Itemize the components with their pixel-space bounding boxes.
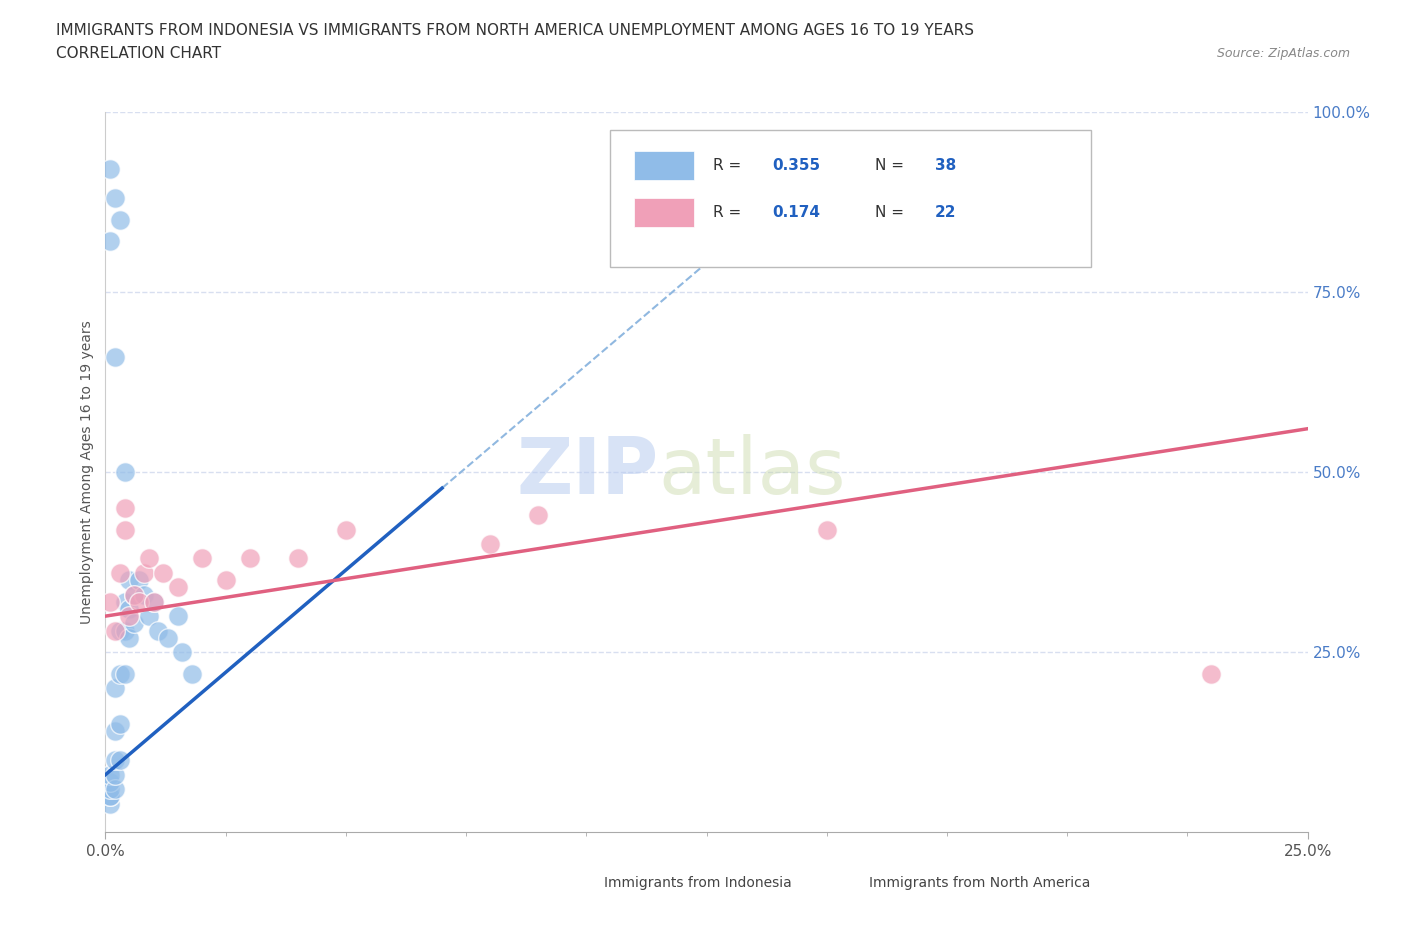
- Point: [98, 789, 121, 804]
- Point: [108, 667, 131, 682]
- Point: [118, 602, 141, 617]
- FancyBboxPatch shape: [610, 129, 1091, 267]
- Point: [181, 667, 204, 682]
- Point: [138, 609, 160, 624]
- Point: [114, 523, 136, 538]
- Point: [114, 465, 136, 480]
- Point: [132, 565, 155, 580]
- Point: [132, 587, 155, 602]
- Point: [104, 191, 127, 206]
- Point: [104, 681, 127, 696]
- Text: R =: R =: [713, 158, 745, 173]
- Point: [98, 789, 121, 804]
- Text: Immigrants from North America: Immigrants from North America: [869, 876, 1090, 890]
- Point: [190, 551, 212, 565]
- Point: [128, 594, 150, 609]
- Point: [124, 587, 146, 602]
- Text: 0.355: 0.355: [773, 158, 821, 173]
- Y-axis label: Unemployment Among Ages 16 to 19 years: Unemployment Among Ages 16 to 19 years: [80, 320, 94, 624]
- Point: [98, 781, 121, 796]
- Point: [124, 587, 146, 602]
- Text: ZIP: ZIP: [516, 434, 658, 510]
- Point: [214, 573, 236, 588]
- Bar: [634, 152, 695, 180]
- Point: [142, 594, 165, 609]
- Text: N =: N =: [875, 205, 908, 220]
- Text: R =: R =: [713, 205, 745, 220]
- Text: 38: 38: [935, 158, 956, 173]
- Point: [124, 616, 146, 631]
- Text: N =: N =: [875, 158, 908, 173]
- Point: [156, 631, 179, 645]
- Point: [152, 565, 174, 580]
- Point: [98, 234, 121, 249]
- Point: [166, 609, 188, 624]
- Point: [118, 631, 141, 645]
- Point: [114, 623, 136, 638]
- Point: [172, 644, 194, 659]
- Point: [239, 551, 262, 565]
- Point: [108, 753, 131, 768]
- Point: [98, 594, 121, 609]
- Point: [1201, 667, 1223, 682]
- Bar: [562, 872, 592, 897]
- Point: [128, 573, 150, 588]
- Point: [142, 594, 165, 609]
- Point: [138, 551, 160, 565]
- Point: [104, 767, 127, 782]
- Text: 0.174: 0.174: [773, 205, 821, 220]
- Point: [114, 667, 136, 682]
- Text: Immigrants from Indonesia: Immigrants from Indonesia: [605, 876, 792, 890]
- Point: [118, 609, 141, 624]
- Point: [104, 350, 127, 365]
- Point: [98, 767, 121, 782]
- Text: IMMIGRANTS FROM INDONESIA VS IMMIGRANTS FROM NORTH AMERICA UNEMPLOYMENT AMONG AG: IMMIGRANTS FROM INDONESIA VS IMMIGRANTS …: [56, 23, 974, 38]
- Point: [104, 781, 127, 796]
- Point: [98, 162, 121, 177]
- Text: CORRELATION CHART: CORRELATION CHART: [56, 46, 221, 61]
- Bar: [634, 198, 695, 227]
- Point: [108, 565, 131, 580]
- Point: [104, 623, 127, 638]
- Point: [148, 623, 170, 638]
- Point: [98, 796, 121, 811]
- Point: [104, 753, 127, 768]
- Bar: [827, 872, 856, 897]
- Point: [118, 573, 141, 588]
- Point: [108, 717, 131, 732]
- Point: [335, 523, 357, 538]
- Point: [479, 537, 502, 551]
- Point: [114, 594, 136, 609]
- Point: [108, 623, 131, 638]
- Point: [287, 551, 309, 565]
- Point: [98, 775, 121, 790]
- Point: [104, 724, 127, 738]
- Point: [108, 212, 131, 227]
- Text: 22: 22: [935, 205, 956, 220]
- Point: [527, 508, 550, 523]
- Point: [815, 523, 838, 538]
- Text: Source: ZipAtlas.com: Source: ZipAtlas.com: [1216, 46, 1350, 60]
- Text: atlas: atlas: [658, 434, 846, 510]
- Point: [114, 500, 136, 515]
- Point: [166, 580, 188, 595]
